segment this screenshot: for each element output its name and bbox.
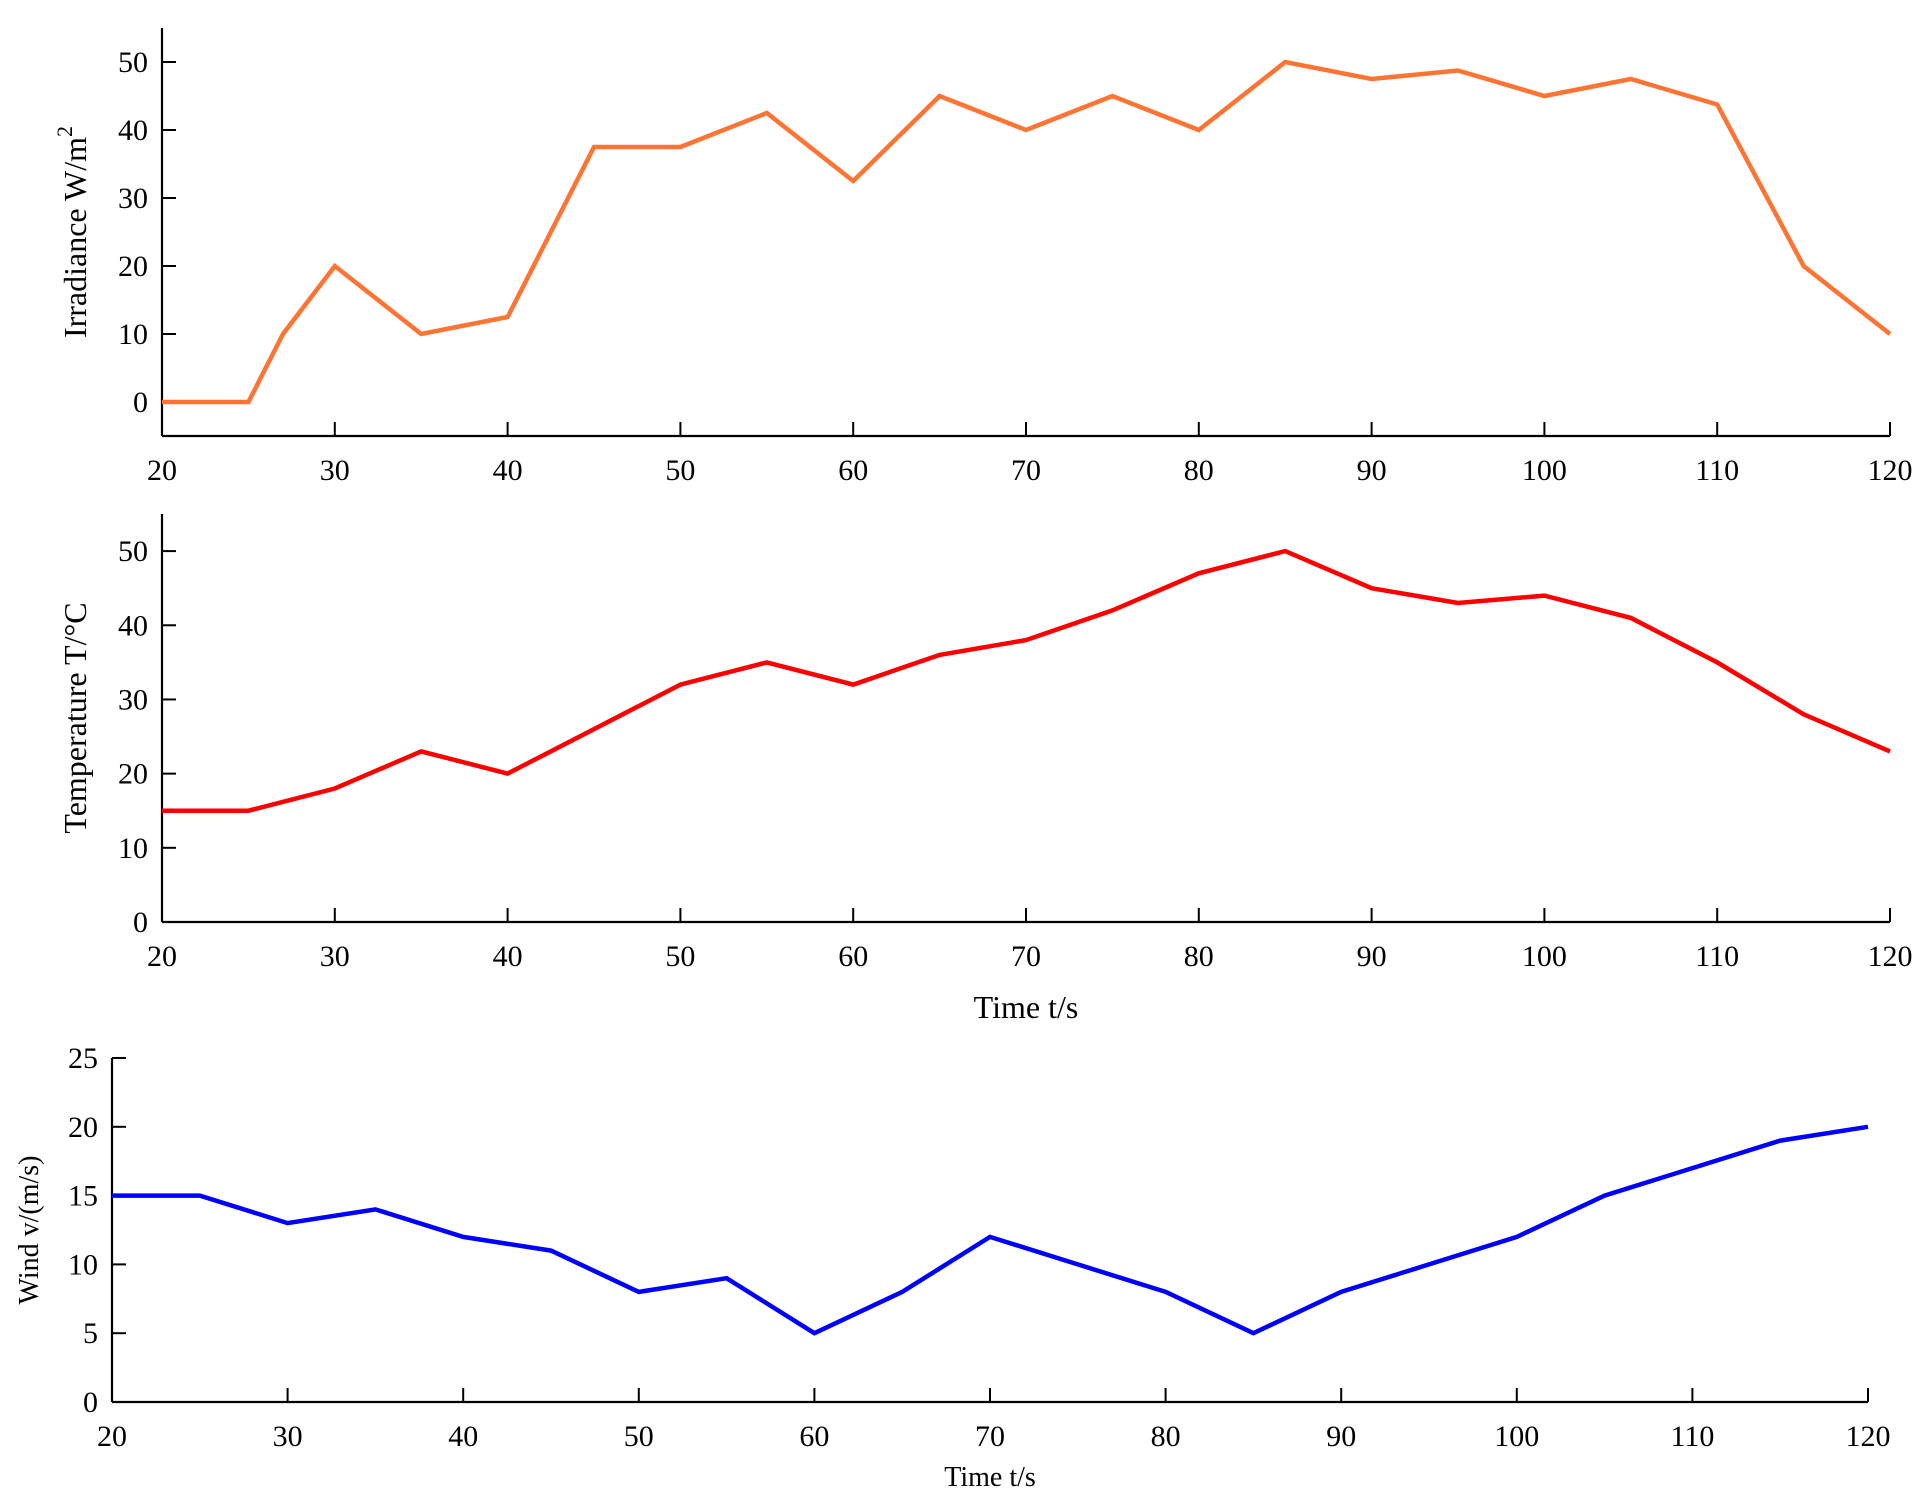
x-tick-label: 30 xyxy=(320,940,350,973)
y-axis-title: Temperature T/°C xyxy=(57,602,93,833)
x-tick-label: 50 xyxy=(665,454,695,487)
x-tick-label: 110 xyxy=(1695,940,1739,973)
x-tick-label: 100 xyxy=(1494,1420,1539,1453)
x-tick-label: 110 xyxy=(1695,454,1739,487)
x-tick-label: 40 xyxy=(493,454,523,487)
x-tick-label: 20 xyxy=(147,454,177,487)
y-tick-label: 20 xyxy=(118,250,148,283)
y-tick-label: 10 xyxy=(118,318,148,351)
x-tick-label: 90 xyxy=(1357,940,1387,973)
chart-2: 20 30 40 50 60 70 80 90 100 110 120 0 10 20 30 40 50 Temp… xyxy=(57,514,1913,1025)
y-axis-title: Wind v/(m/s) xyxy=(14,1156,45,1305)
y-tick-label: 0 xyxy=(133,386,148,419)
y-axis-title: Irradiance W/m2 xyxy=(52,126,93,338)
y-tick-label: 40 xyxy=(118,609,148,642)
x-tick-label: 20 xyxy=(147,940,177,973)
x-tick-label: 80 xyxy=(1184,454,1214,487)
y-tick-label: 0 xyxy=(83,1386,98,1419)
y-tick-label: 30 xyxy=(118,182,148,215)
x-tick-label: 80 xyxy=(1151,1420,1181,1453)
x-tick-label: 90 xyxy=(1326,1420,1356,1453)
x-tick-label: 70 xyxy=(975,1420,1005,1453)
x-tick-label: 50 xyxy=(624,1420,654,1453)
x-tick-label: 30 xyxy=(320,454,350,487)
series-line xyxy=(162,548,1891,813)
x-axis-title: Time t/s xyxy=(974,989,1079,1025)
y-tick-label: 20 xyxy=(68,1111,98,1144)
series-line xyxy=(162,59,1892,405)
x-tick-label: 50 xyxy=(665,940,695,973)
chart-1: 20 30 40 50 60 70 80 90 100 110 120 0 10 20 30 40 50 Irra… xyxy=(52,28,1913,487)
x-tick-label: 90 xyxy=(1357,454,1387,487)
y-tick-label: 5 xyxy=(83,1317,98,1350)
x-tick-label: 120 xyxy=(1846,1420,1891,1453)
y-tick-label: 10 xyxy=(68,1248,98,1281)
y-tick-label: 20 xyxy=(118,758,148,791)
x-tick-label: 20 xyxy=(97,1420,127,1453)
y-axis-title-superscript: 2 xyxy=(52,126,77,137)
x-tick-label: 60 xyxy=(838,940,868,973)
y-tick-label: 25 xyxy=(68,1042,98,1075)
x-tick-label: 120 xyxy=(1868,940,1913,973)
x-tick-label: 40 xyxy=(448,1420,478,1453)
x-axis-title: Time t/s xyxy=(944,1462,1036,1493)
x-tick-label: 70 xyxy=(1011,940,1041,973)
x-tick-label: 110 xyxy=(1670,1420,1714,1453)
x-tick-label: 40 xyxy=(493,940,523,973)
x-tick-label: 80 xyxy=(1184,940,1214,973)
x-tick-label: 30 xyxy=(273,1420,303,1453)
x-tick-label: 120 xyxy=(1868,454,1913,487)
chart-3: 20 30 40 50 60 70 80 90 100 110 120 0 5 10 15 20 25 Wind … xyxy=(14,1042,1891,1493)
y-tick-label: 50 xyxy=(118,535,148,568)
y-tick-label: 40 xyxy=(118,114,148,147)
x-tick-label: 100 xyxy=(1522,454,1567,487)
y-tick-label: 30 xyxy=(118,683,148,716)
x-tick-label: 60 xyxy=(838,454,868,487)
y-tick-label: 10 xyxy=(118,832,148,865)
y-tick-label: 50 xyxy=(118,46,148,79)
x-tick-label: 100 xyxy=(1522,940,1567,973)
x-tick-label: 70 xyxy=(1011,454,1041,487)
series-line xyxy=(112,1124,1869,1336)
x-tick-label: 60 xyxy=(799,1420,829,1453)
y-tick-label: 0 xyxy=(133,906,148,939)
y-tick-label: 15 xyxy=(68,1180,98,1213)
